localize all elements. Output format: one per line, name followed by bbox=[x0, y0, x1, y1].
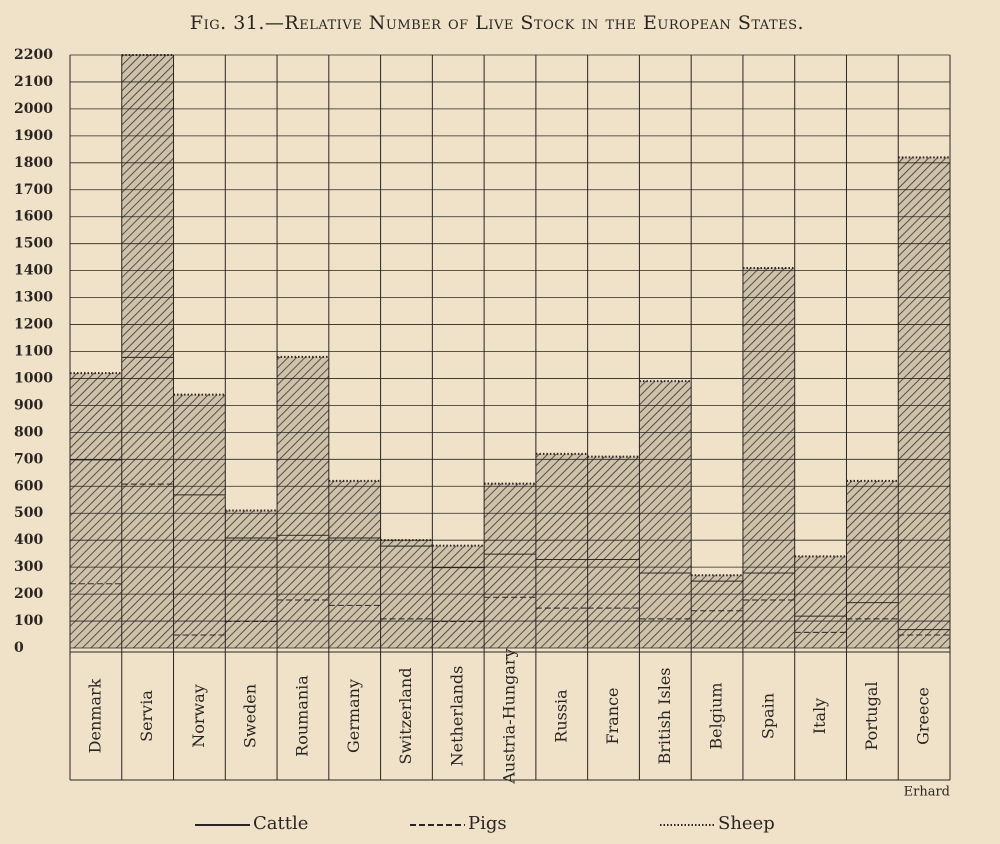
legend-label: Pigs bbox=[468, 813, 507, 834]
x-tick-label: Italy bbox=[810, 698, 829, 734]
chart-title: Fig. 31.—Relative Number of Live Stock i… bbox=[190, 12, 804, 34]
y-tick-label: 300 bbox=[14, 559, 43, 575]
bar-segment bbox=[328, 604, 381, 648]
y-tick-label: 900 bbox=[14, 397, 43, 413]
bar-segment bbox=[639, 381, 692, 573]
bar-segment bbox=[484, 553, 536, 597]
x-tick-label: Germany bbox=[344, 679, 363, 753]
bar-segment bbox=[121, 483, 174, 648]
bar-segment bbox=[121, 356, 174, 484]
bar-segment bbox=[846, 480, 899, 603]
x-tick-label: Portugal bbox=[862, 681, 881, 750]
bar-segment bbox=[691, 610, 743, 648]
y-tick-label: 600 bbox=[14, 478, 43, 494]
x-tick-label: Netherlands bbox=[448, 666, 467, 767]
bar-segment bbox=[639, 618, 692, 648]
x-tick-label: Roumania bbox=[292, 675, 311, 757]
x-tick-label: Russia bbox=[551, 689, 570, 743]
bar-segment bbox=[898, 634, 950, 648]
x-tick-label: Greece bbox=[914, 687, 933, 745]
x-tick-label: Austria-Hungary bbox=[500, 648, 519, 784]
y-tick-label: 1000 bbox=[14, 370, 53, 386]
bar-segment bbox=[380, 618, 433, 648]
bar-segment bbox=[535, 453, 588, 560]
bar-segment bbox=[328, 537, 381, 605]
y-tick-label: 2100 bbox=[14, 74, 53, 90]
y-tick-label: 200 bbox=[14, 586, 43, 602]
bar-segment bbox=[432, 621, 485, 648]
x-tick-label: Denmark bbox=[85, 678, 104, 753]
bar-segment bbox=[535, 559, 588, 608]
y-tick-label: 2000 bbox=[14, 101, 53, 117]
bar-segment bbox=[70, 459, 122, 584]
bar-segment bbox=[121, 55, 174, 357]
bar-segment bbox=[328, 480, 381, 538]
bar-segment bbox=[742, 572, 795, 600]
x-tick-label: Spain bbox=[758, 693, 777, 739]
bar-segment bbox=[742, 599, 795, 648]
bar-segment bbox=[742, 267, 795, 573]
y-tick-label: 400 bbox=[14, 532, 43, 548]
bar-segment bbox=[380, 545, 433, 619]
bar-segment bbox=[173, 494, 226, 635]
bar-segment bbox=[484, 483, 536, 554]
y-tick-label: 1100 bbox=[14, 344, 53, 360]
bar-segment bbox=[484, 596, 536, 648]
x-tick-label: British Isles bbox=[655, 668, 674, 765]
bar-segment bbox=[691, 580, 743, 611]
x-tick-label: France bbox=[603, 687, 622, 744]
bar-segment bbox=[70, 583, 122, 648]
bar-segment bbox=[794, 631, 847, 648]
credit: Erhard bbox=[904, 785, 950, 800]
bar-segment bbox=[587, 607, 640, 648]
bar-segment bbox=[794, 556, 847, 616]
x-tick-label: Switzerland bbox=[396, 668, 415, 765]
bar-segment bbox=[173, 394, 226, 495]
y-tick-label: 1700 bbox=[14, 182, 53, 198]
bar-segment bbox=[225, 621, 278, 648]
x-tick-label: Servia bbox=[137, 690, 156, 742]
bar-segment bbox=[225, 510, 278, 538]
y-tick-label: 1900 bbox=[14, 128, 53, 144]
bar-segment bbox=[432, 545, 485, 568]
bar-segment bbox=[380, 540, 433, 546]
bar-segment bbox=[846, 618, 899, 648]
x-tick-label: Norway bbox=[189, 684, 208, 748]
y-tick-label: 1800 bbox=[14, 155, 53, 171]
bar-segment bbox=[225, 537, 278, 622]
legend-label: Cattle bbox=[253, 813, 308, 834]
x-tick-label: Belgium bbox=[707, 682, 726, 749]
y-tick-label: 1400 bbox=[14, 263, 53, 279]
y-tick-label: 1600 bbox=[14, 209, 53, 225]
y-tick-label: 700 bbox=[14, 451, 43, 467]
y-tick-label: 1200 bbox=[14, 317, 53, 333]
legend-label: Sheep bbox=[718, 813, 775, 834]
y-tick-label: 1500 bbox=[14, 236, 53, 252]
bar-segment bbox=[898, 629, 950, 635]
bar-segment bbox=[846, 602, 899, 619]
bar-segment bbox=[898, 157, 950, 630]
bar-segment bbox=[277, 356, 329, 535]
y-tick-label: 800 bbox=[14, 424, 43, 440]
y-tick-label: 2200 bbox=[14, 47, 53, 63]
bar-segment bbox=[70, 373, 122, 460]
y-tick-label: 0 bbox=[14, 640, 24, 656]
bar-segment bbox=[277, 599, 329, 648]
bar-segment bbox=[691, 575, 743, 581]
bar-segment bbox=[639, 572, 692, 619]
bar-segment bbox=[794, 615, 847, 632]
bar-segment bbox=[535, 607, 588, 648]
y-tick-label: 100 bbox=[14, 613, 43, 629]
bar-segment bbox=[173, 634, 226, 648]
bar-segment bbox=[587, 456, 640, 560]
bar-segment bbox=[587, 559, 640, 608]
y-tick-label: 500 bbox=[14, 505, 43, 521]
y-tick-label: 1300 bbox=[14, 290, 53, 306]
x-tick-label: Sweden bbox=[241, 684, 260, 748]
